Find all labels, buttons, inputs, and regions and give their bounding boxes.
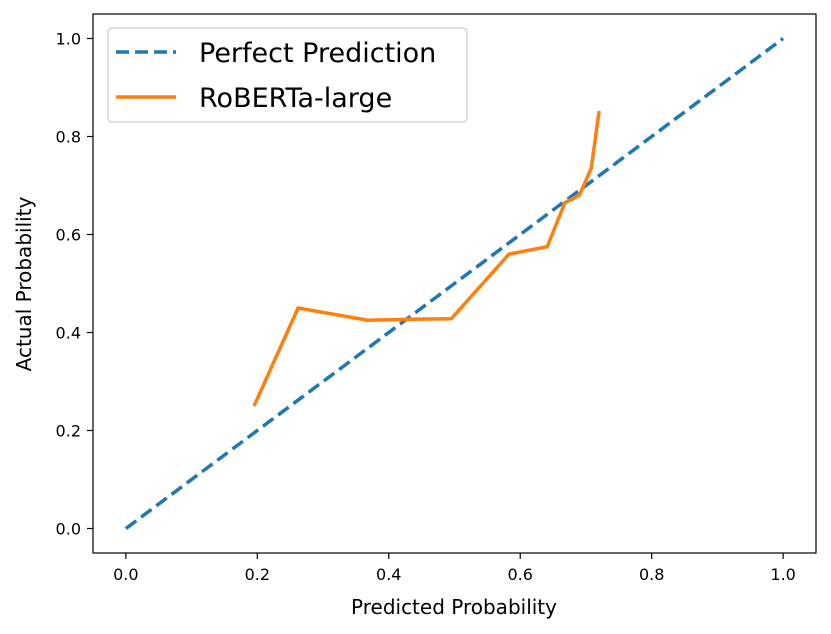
- y-tick-label: 1.0: [56, 30, 81, 49]
- x-tick-label: 0.8: [639, 565, 664, 584]
- y-tick-label: 0.8: [56, 128, 81, 147]
- y-tick-label: 0.4: [56, 324, 81, 343]
- x-tick-label: 1.0: [770, 565, 795, 584]
- y-axis-label: Actual Probability: [12, 196, 36, 371]
- x-axis-ticks: 0.0 0.2 0.4 0.6 0.8 1.0: [113, 553, 796, 584]
- legend-box: [107, 27, 468, 123]
- x-tick-label: 0.0: [113, 565, 138, 584]
- y-tick-label: 0.6: [56, 226, 81, 245]
- x-tick-label: 0.4: [376, 565, 401, 584]
- y-tick-label: 0.2: [56, 422, 81, 441]
- series-line-roberta-large: [252, 110, 601, 407]
- x-tick-label: 0.2: [245, 565, 270, 584]
- plot-lines: [124, 37, 785, 530]
- legend-label-perfect-prediction: Perfect Prediction: [199, 38, 436, 69]
- y-axis-ticks: 0.0 0.2 0.4 0.6 0.8 1.0: [56, 30, 93, 539]
- y-tick-label: 0.0: [56, 520, 81, 539]
- legend-label-roberta-large: RoBERTa-large: [199, 83, 392, 114]
- legend: Perfect Prediction RoBERTa-large: [107, 27, 468, 123]
- plot-frame: [92, 13, 817, 554]
- x-axis-label: Predicted Probability: [351, 595, 557, 619]
- x-tick-label: 0.6: [508, 565, 533, 584]
- series-line-perfect-prediction: [124, 37, 785, 530]
